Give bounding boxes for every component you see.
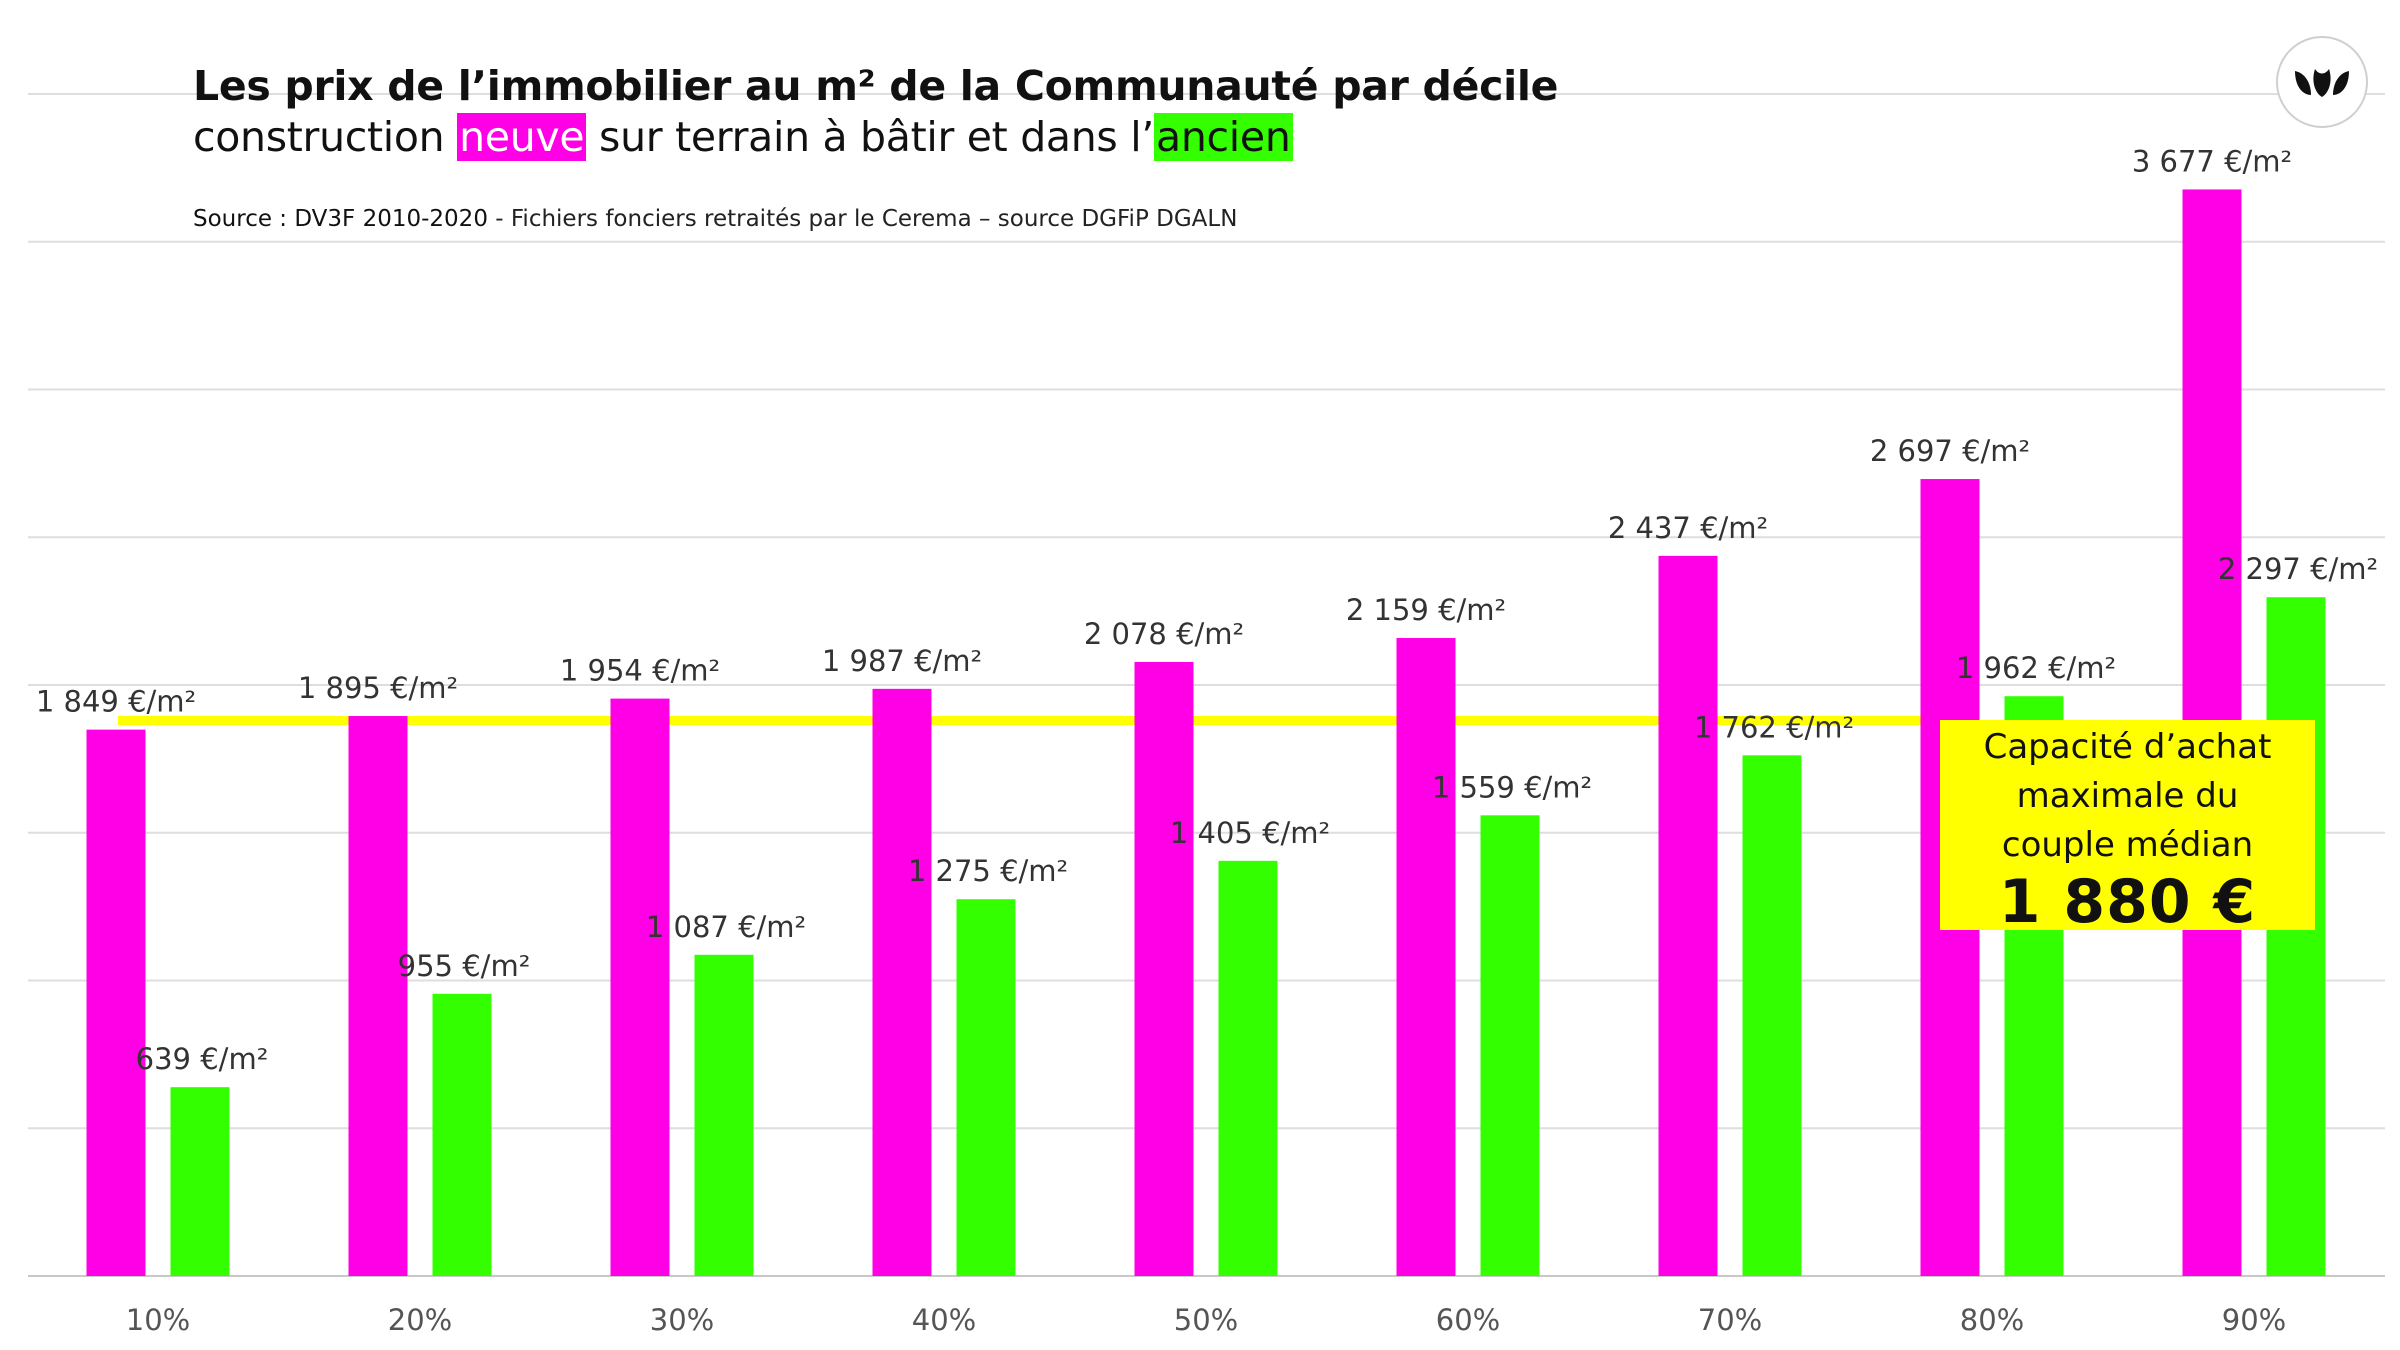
bars [86,189,2326,1276]
bar-neuve [1658,555,1718,1276]
x-tick-label: 70% [1698,1303,1762,1337]
bar-ancien [1480,815,1540,1276]
bar-neuve [86,729,146,1276]
callout-value: 1 880 € [1998,867,2257,937]
source-rest: - Fichiers fonciers retraités par le Cer… [487,206,1238,232]
data-label-neuve: 2 078 €/m² [1084,617,1244,651]
data-label-ancien: 2 297 €/m² [2218,552,2378,586]
x-tick-label: 40% [912,1303,976,1337]
source-prefix: Source : DV3F 2010-2020 [193,206,488,232]
highlight-ancien: ancien [1154,113,1293,161]
x-tick-label: 80% [1960,1303,2024,1337]
grid-lines [28,93,2385,1277]
callout-line-1: Capacité d’achat [1983,727,2272,767]
x-tick-label: 90% [2222,1303,2286,1337]
data-label-neuve: 1 987 €/m² [822,644,982,678]
x-tick-label: 60% [1436,1303,1500,1337]
data-label-neuve: 2 159 €/m² [1346,593,1506,627]
bar-ancien [2266,597,2326,1276]
bar-ancien [170,1087,230,1276]
data-label-neuve: 1 849 €/m² [36,685,196,719]
x-tick-label: 30% [650,1303,714,1337]
title-text-a: construction [193,113,458,161]
data-label-ancien: 1 962 €/m² [1956,651,2116,685]
source-note: Source : DV3F 2010-2020 - Fichiers fonci… [193,206,1237,232]
leaves-logo-icon [2276,36,2368,128]
x-tick-label: 50% [1174,1303,1238,1337]
callout-line-2: maximale du [2016,776,2239,816]
bar-ancien [1218,860,1278,1276]
data-label-ancien: 639 €/m² [136,1042,269,1076]
bar-neuve [872,688,932,1276]
bar-neuve [610,698,670,1276]
x-axis-ticks: 10% 20% 30% 40% 50% 60% 70% 80% 90% [126,1303,2286,1337]
title-line-1: Les prix de l’immobilier au m² de la Com… [193,62,1559,110]
bar-ancien [1742,755,1802,1276]
data-label-ancien: 1 405 €/m² [1170,816,1330,850]
chart-title: Les prix de l’immobilier au m² de la Com… [193,62,1559,161]
data-label-ancien: 1 559 €/m² [1432,770,1592,804]
data-label-neuve: 1 895 €/m² [298,671,458,705]
data-label-neuve: 2 697 €/m² [1870,434,2030,468]
data-label-ancien: 1 762 €/m² [1694,710,1854,744]
bar-neuve [348,716,408,1276]
x-tick-label: 10% [126,1303,190,1337]
bar-ancien [432,993,492,1276]
bar-neuve [1396,638,1456,1276]
data-label-ancien: 1 087 €/m² [646,910,806,944]
purchase-capacity-callout: Capacité d’achat maximale du couple médi… [1940,720,2315,937]
value-labels: 1 849 €/m² 639 €/m² 1 895 €/m² 955 €/m² 1 95… [36,144,2378,1076]
highlight-neuve: neuve [457,113,587,161]
bar-neuve [1134,661,1194,1276]
x-tick-label: 20% [388,1303,452,1337]
callout-line-3: couple médian [2001,825,2254,865]
title-text-b: sur terrain à bâtir et dans l’ [586,113,1155,161]
data-label-ancien: 955 €/m² [398,949,531,983]
title-line-2: construction neuve sur terrain à bâtir e… [193,113,1558,161]
data-label-neuve: 2 437 €/m² [1608,511,1768,545]
bar-ancien [694,954,754,1276]
data-label-neuve: 1 954 €/m² [560,654,720,688]
data-label-ancien: 1 275 €/m² [908,854,1068,888]
bar-ancien [956,899,1016,1276]
data-label-neuve: 3 677 €/m² [2132,144,2292,178]
